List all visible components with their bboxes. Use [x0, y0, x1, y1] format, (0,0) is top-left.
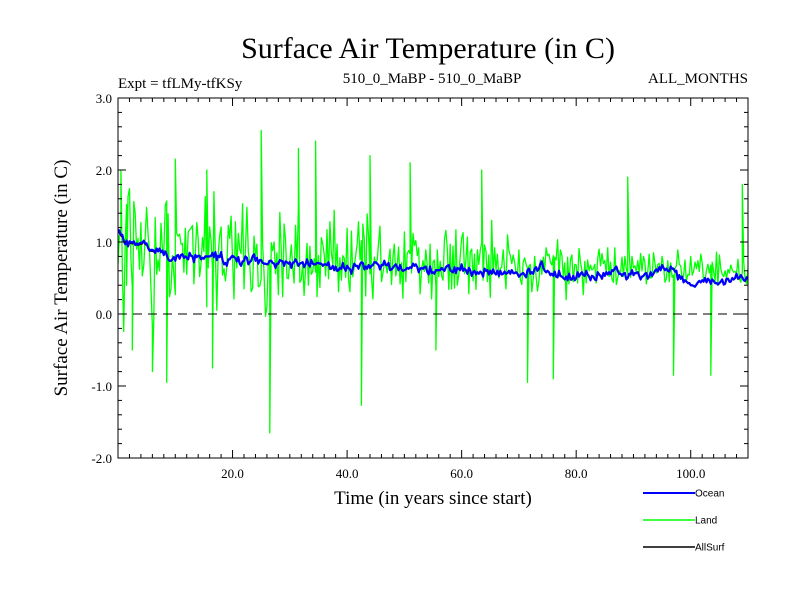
y-tick-label: 0.0	[96, 307, 112, 322]
legend-label-allsurf: AllSurf	[695, 543, 725, 554]
y-tick-label: -2.0	[91, 451, 112, 466]
period-label: 510_0_MaBP - 510_0_MaBP	[343, 71, 522, 87]
series-line-ocean	[118, 228, 748, 288]
x-tick-label: 40.0	[336, 466, 359, 481]
x-axis-label: Time (in years since start)	[334, 488, 532, 509]
x-tick-label: 80.0	[565, 466, 588, 481]
x-tick-label: 20.0	[221, 466, 244, 481]
y-axis-label: Surface Air Temperature (in C)	[51, 160, 72, 397]
x-tick-label: 100.0	[676, 466, 705, 481]
months-label: ALL_MONTHS	[648, 71, 748, 87]
series-line-land	[118, 129, 748, 434]
y-tick-label: 3.0	[96, 91, 112, 106]
y-tick-label: -1.0	[91, 379, 112, 394]
legend: Ocean Land AllSurf	[643, 489, 725, 554]
legend-label-land: Land	[695, 516, 717, 527]
y-tick-label: 1.0	[96, 235, 112, 250]
legend-label-ocean: Ocean	[695, 489, 724, 500]
x-tick-label: 60.0	[450, 466, 473, 481]
plot-frame	[117, 97, 749, 459]
chart-title: Surface Air Temperature (in C)	[241, 32, 615, 65]
experiment-label: Expt = tfLMy-tfKSy	[118, 76, 243, 92]
y-tick-label: 2.0	[96, 163, 112, 178]
